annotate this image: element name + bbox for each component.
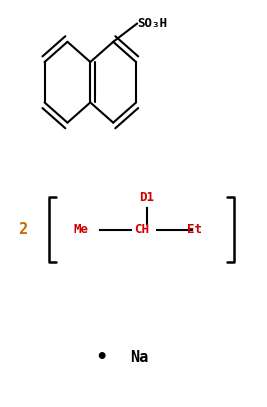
Text: SO₃H: SO₃H [137, 17, 167, 30]
Text: Et: Et [187, 223, 202, 236]
Text: Me: Me [73, 223, 88, 236]
Text: 2: 2 [18, 222, 27, 237]
Text: D1: D1 [139, 190, 154, 204]
Text: CH: CH [134, 223, 149, 236]
Text: Na: Na [130, 350, 148, 365]
Text: •: • [96, 348, 108, 367]
